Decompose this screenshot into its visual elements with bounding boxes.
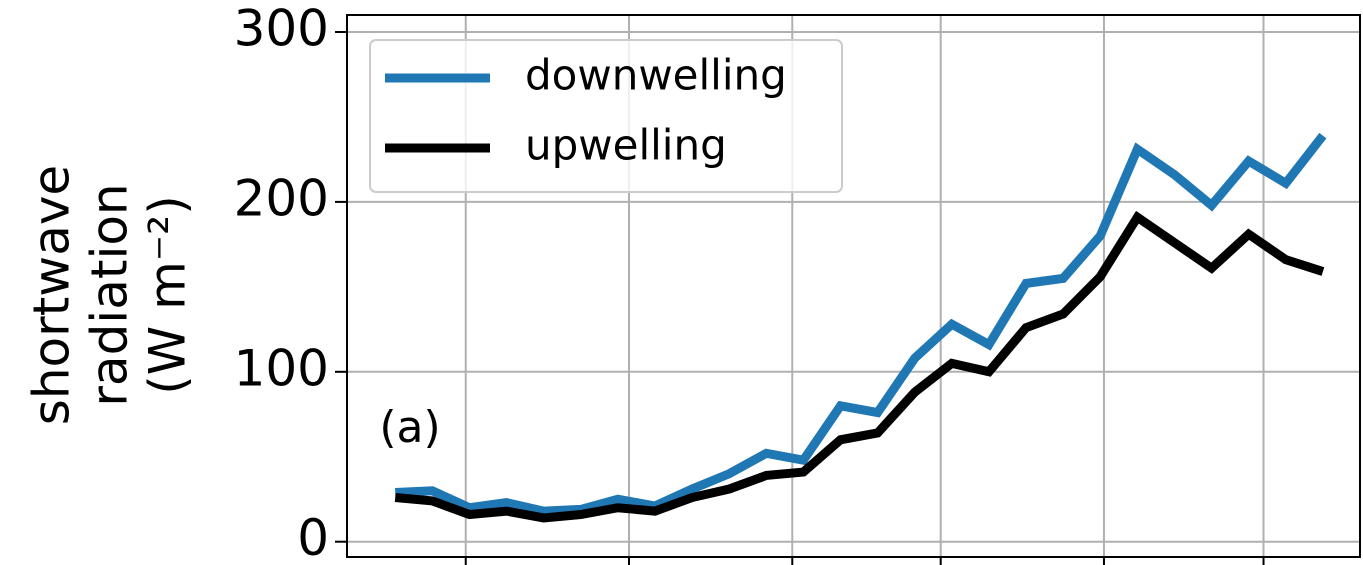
y-axis-label: radiation [81, 183, 139, 406]
y-tick-label: 100 [234, 339, 329, 397]
y-tick-label: 0 [297, 509, 329, 565]
y-tick-label: 200 [234, 169, 329, 227]
series-line [395, 132, 1327, 516]
legend-label: upwelling [525, 121, 727, 170]
annotation: (a) [379, 402, 440, 453]
y-axis-label: (W m⁻²) [139, 195, 197, 395]
legend-label: downwelling [525, 51, 787, 100]
series-line [394, 210, 1325, 523]
y-axis-label: shortwave [23, 165, 81, 425]
plot-frame [346, 14, 1361, 558]
y-tick-label: 300 [234, 0, 329, 57]
